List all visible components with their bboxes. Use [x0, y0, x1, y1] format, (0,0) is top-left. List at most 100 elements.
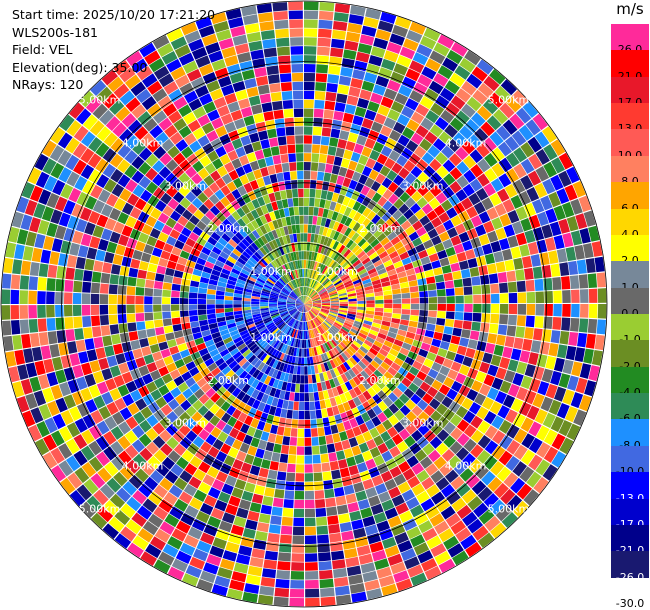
- velocity-gate: [221, 173, 233, 185]
- velocity-gate: [304, 304, 311, 309]
- velocity-gate: [422, 443, 435, 456]
- velocity-gate: [550, 370, 562, 386]
- velocity-gate: [354, 337, 364, 346]
- velocity-gate: [130, 339, 141, 350]
- velocity-gate: [424, 88, 439, 102]
- velocity-gate: [258, 467, 269, 478]
- velocity-gate: [246, 323, 256, 330]
- velocity-gate: [93, 336, 104, 349]
- velocity-gate: [195, 16, 212, 30]
- velocity-gate: [261, 330, 270, 338]
- velocity-gate: [454, 65, 471, 80]
- velocity-gate: [568, 260, 579, 275]
- velocity-gate: [321, 301, 331, 303]
- velocity-gate: [276, 127, 286, 137]
- velocity-gate: [279, 310, 288, 315]
- velocity-gate: [286, 283, 293, 291]
- velocity-gate: [404, 225, 416, 236]
- velocity-gate: [31, 247, 43, 263]
- velocity-gate: [176, 456, 189, 470]
- velocity-gate: [83, 270, 93, 282]
- velocity-gate: [597, 288, 607, 303]
- velocity-gate: [583, 348, 594, 364]
- velocity-gate: [270, 311, 279, 315]
- velocity-gate: [277, 305, 287, 307]
- velocity-gate: [361, 118, 374, 130]
- velocity-gate: [102, 93, 119, 109]
- velocity-gate: [172, 417, 185, 430]
- velocity-gate: [312, 445, 320, 455]
- velocity-gate: [90, 304, 100, 316]
- velocity-gate: [443, 173, 456, 186]
- velocity-gate: [43, 235, 55, 251]
- velocity-gate: [292, 90, 304, 100]
- velocity-gate: [197, 416, 209, 429]
- velocity-gate: [242, 335, 252, 343]
- velocity-gate: [186, 340, 196, 349]
- velocity-gate: [256, 3, 273, 14]
- velocity-gate: [263, 332, 271, 340]
- velocity-gate: [195, 55, 211, 68]
- velocity-gate: [346, 95, 359, 106]
- velocity-gate: [300, 304, 304, 312]
- velocity-gate: [231, 571, 247, 583]
- velocity-gate: [499, 102, 515, 119]
- velocity-gate: [235, 245, 245, 254]
- velocity-gate: [294, 215, 300, 225]
- velocity-gate: [424, 566, 442, 580]
- velocity-gate: [154, 273, 165, 282]
- velocity-gate: [311, 224, 317, 234]
- velocity-gate: [463, 438, 477, 453]
- velocity-gate: [322, 255, 328, 265]
- velocity-gate: [238, 499, 251, 511]
- velocity-gate: [286, 327, 292, 336]
- velocity-gate: [304, 28, 318, 37]
- range-ring: [182, 182, 426, 426]
- velocity-gate: [298, 287, 302, 296]
- velocity-gate: [283, 427, 291, 437]
- velocity-gate: [263, 316, 272, 322]
- velocity-gate: [191, 197, 203, 209]
- velocity-gate: [391, 162, 403, 174]
- velocity-gate: [198, 429, 210, 441]
- velocity-gate: [207, 221, 218, 232]
- velocity-gate: [304, 215, 309, 224]
- velocity-gate: [409, 90, 424, 103]
- velocity-gate: [221, 390, 232, 401]
- velocity-gate: [275, 228, 282, 238]
- velocity-gate: [484, 168, 498, 182]
- velocity-gate: [315, 82, 327, 92]
- velocity-gate: [488, 92, 505, 108]
- velocity-gate: [201, 352, 212, 362]
- velocity-gate: [128, 474, 143, 489]
- velocity-gate: [556, 248, 568, 263]
- velocity-gate: [102, 262, 113, 274]
- velocity-gate: [192, 436, 205, 448]
- velocity-gate: [278, 362, 285, 372]
- velocity-gate: [441, 396, 453, 408]
- velocity-gate: [218, 491, 231, 504]
- velocity-gate: [403, 262, 414, 271]
- range-ring-label: 5.00km: [488, 94, 530, 107]
- velocity-gate: [482, 304, 491, 314]
- velocity-gate: [283, 315, 291, 322]
- colorbar-swatch: [611, 524, 649, 552]
- velocity-gate: [223, 142, 235, 154]
- velocity-gate: [405, 98, 419, 111]
- velocity-gate: [476, 143, 490, 158]
- velocity-gate: [314, 481, 324, 491]
- velocity-gate: [597, 304, 607, 319]
- velocity-gate: [297, 304, 304, 309]
- velocity-gate: [387, 553, 403, 566]
- velocity-gate: [144, 287, 154, 297]
- velocity-gate: [125, 215, 137, 228]
- velocity-gate: [454, 287, 464, 296]
- velocity-gate: [276, 200, 284, 210]
- velocity-gate: [352, 396, 362, 407]
- velocity-gate: [57, 132, 73, 149]
- velocity-gate: [426, 386, 439, 398]
- velocity-gate: [232, 81, 246, 93]
- velocity-gate: [348, 242, 358, 251]
- velocity-gate: [296, 304, 304, 309]
- velocity-gate: [125, 416, 139, 430]
